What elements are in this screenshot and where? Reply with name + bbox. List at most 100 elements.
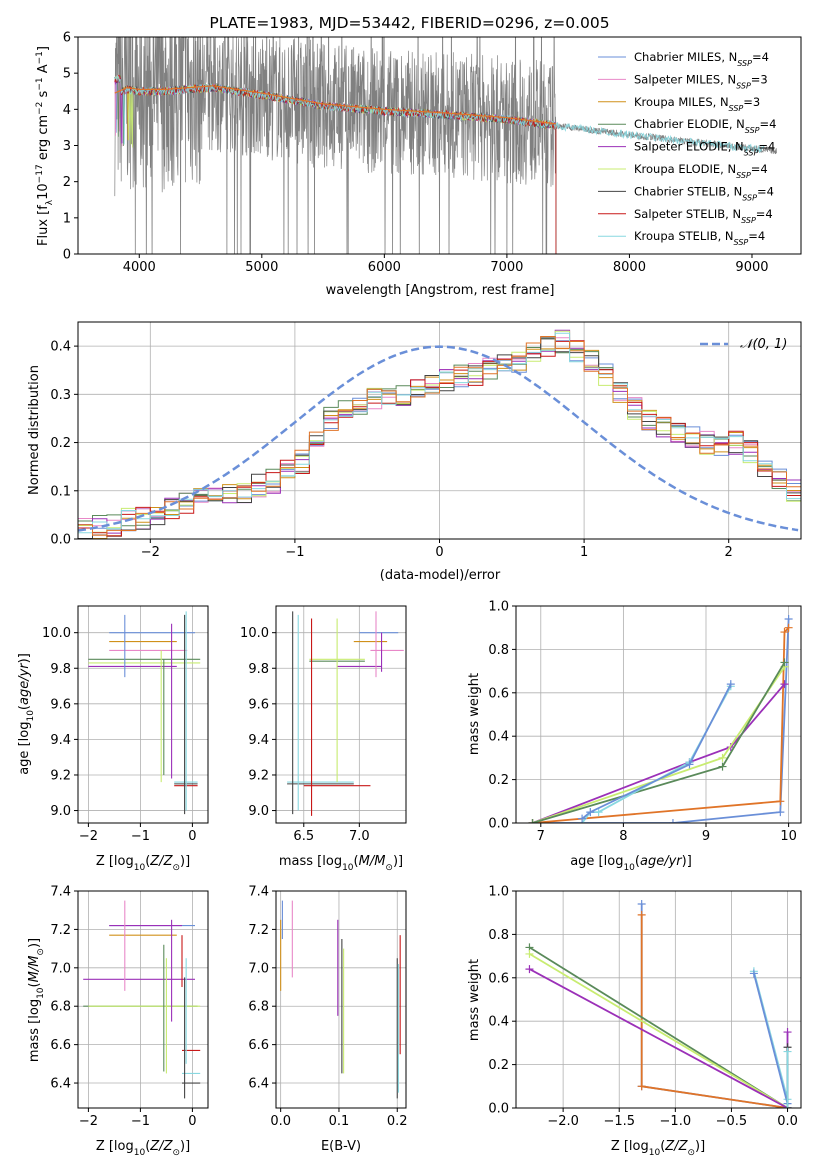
series-marker	[783, 1028, 792, 1037]
x-tick-label: −1	[131, 1114, 150, 1129]
hist-x-label: (data-model)/error	[380, 568, 501, 583]
series-line	[581, 683, 732, 820]
legend-entry: Kroupa MILES, NSSP=3	[634, 95, 760, 113]
y-tick-label: 6.8	[248, 1000, 269, 1015]
series-marker	[594, 808, 603, 817]
series-line	[640, 914, 788, 1108]
plot-area	[78, 329, 801, 539]
series-line	[529, 953, 788, 1108]
y-tick-label: 10.0	[42, 626, 71, 641]
histogram-step	[78, 336, 801, 536]
series-line	[532, 683, 786, 823]
y-tick-label: 2	[63, 175, 71, 190]
series-line	[529, 968, 788, 1108]
z-x-label-2: Z [log10(Z/Z⊙)]	[96, 1139, 190, 1158]
x-tick-label: 0.1	[329, 1114, 350, 1129]
legend-entry-normal: 𝒩(0, 1)	[740, 337, 787, 352]
legend-entry: Chabrier MILES, NSSP=4	[634, 50, 769, 68]
x-tick-label: −2	[79, 1114, 98, 1129]
chart-spectrum: 4000 5000 6000 7000 8000 9000 0 1 2 3 4 5 6	[63, 31, 802, 275]
x-tick-label: −2	[141, 545, 160, 560]
x-tick-label: 7.0	[349, 829, 370, 844]
series-marker	[578, 814, 587, 823]
chart-mass-weight-vs-Z: −2.0 −1.5 −1.0 −0.5 0.0 0.0 0.2 0.4 0.6 0.8 1.0	[488, 885, 802, 1129]
figure-title: PLATE=1983, MJD=53442, FIBERID=0296, z=0…	[209, 14, 609, 32]
legend-entry: Salpeter MILES, NSSP=3	[634, 72, 768, 90]
y-tick-label: 9.6	[50, 697, 71, 712]
y-tick-label: 0.3	[50, 388, 71, 403]
axes-frame	[275, 890, 407, 1109]
series-marker	[525, 965, 534, 974]
axes-frame	[275, 605, 407, 824]
legend-entry: Kroupa STELIB, NSSP=4	[634, 229, 765, 247]
x-tick-label: −1	[131, 829, 150, 844]
y-tick-label: 7.4	[248, 885, 269, 900]
series-line	[532, 618, 790, 823]
y-tick-label: 0.2	[488, 1058, 509, 1073]
y-tick-label: 7.2	[248, 923, 269, 938]
x-tick-label: −1.5	[603, 1114, 635, 1129]
axes-frame	[77, 890, 209, 1109]
y-tick-label: 6.8	[50, 1000, 71, 1015]
model-spectrum	[114, 75, 765, 154]
mass-x-label: mass [log10(M/M⊙)]	[279, 854, 403, 873]
x-tick-label: 8000	[613, 260, 646, 275]
series-marker	[668, 819, 677, 823]
y-tick-label: 4	[63, 103, 71, 118]
histogram-step	[78, 348, 801, 539]
chart-age-vs-mass: 6.5 7.0 9.0 9.2 9.4 9.6 9.8 10.0	[240, 605, 407, 844]
y-tick-label: 7.0	[248, 961, 269, 976]
plot-area	[525, 900, 792, 1108]
y-tick-label: 7.4	[50, 885, 71, 900]
series-marker	[783, 1047, 792, 1056]
y-tick-label: 9.8	[50, 662, 71, 677]
x-tick-label: −1.0	[660, 1114, 692, 1129]
x-tick-label: 5000	[245, 260, 278, 275]
model-spectrum-orange	[114, 85, 556, 125]
y-tick-label: 1.0	[488, 600, 509, 615]
x-tick-label: 0	[435, 545, 443, 560]
y-tick-label: 9.2	[248, 768, 269, 783]
y-tick-label: 0.8	[488, 928, 509, 943]
x-tick-label: 6000	[368, 260, 401, 275]
y-tick-label: 0	[63, 248, 71, 263]
chart-mass-weight-vs-age: 7 8 9 10 0.0 0.2 0.4 0.6 0.8 1.0	[488, 600, 802, 844]
y-tick-label: 0.0	[50, 533, 71, 548]
hist-y-label: Normed distribution	[27, 365, 42, 495]
x-tick-label: 2	[725, 545, 733, 560]
series-marker	[749, 969, 758, 978]
y-tick-label: 0.4	[488, 1015, 509, 1030]
y-tick-label: 0.0	[488, 1102, 509, 1117]
series-marker	[726, 680, 735, 689]
y-tick-label: 6.6	[248, 1038, 269, 1053]
plot-area	[280, 900, 401, 1099]
y-tick-label: 9.8	[248, 662, 269, 677]
chart-mass-vs-Z: −2 −1 0 6.4 6.6 6.8 7.0 7.2 7.4	[50, 885, 209, 1129]
y-tick-label: 9.4	[50, 733, 71, 748]
x-tick-label: −2.0	[547, 1114, 579, 1129]
series-marker	[783, 1104, 792, 1108]
y-tick-label: 1.0	[488, 885, 509, 900]
spec-y-label: Flux [fλ10−17 erg cm−2 s−1 A−1]	[35, 46, 55, 246]
plot-area	[88, 611, 201, 815]
y-tick-label: 0.4	[50, 340, 71, 355]
x-tick-label: 6.5	[293, 829, 314, 844]
chart-residual-histogram: −2 −1 0 1 2 0.0 0.1 0.2 0.3 0.4	[50, 321, 802, 560]
legend-entry: Kroupa ELODIE, NSSP=4	[634, 162, 768, 180]
y-tick-label: 0.8	[488, 643, 509, 658]
x-tick-label: 0.2	[387, 1114, 408, 1129]
mw-y-label-2: mass weight	[467, 959, 482, 1041]
series-marker	[718, 762, 727, 771]
plot-area	[287, 611, 404, 816]
age-x-label: age [log10(age/yr)]	[570, 854, 692, 873]
series-marker	[780, 658, 789, 667]
y-tick-label: 0.6	[488, 971, 509, 986]
series-line	[753, 973, 789, 1104]
x-tick-label: 9000	[735, 260, 768, 275]
y-tick-label: 1	[63, 211, 71, 226]
legend-entry: Chabrier STELIB, NSSP=4	[634, 184, 774, 202]
x-tick-label: 0	[188, 829, 196, 844]
axes-frame	[515, 890, 802, 1109]
y-tick-label: 0.2	[50, 436, 71, 451]
